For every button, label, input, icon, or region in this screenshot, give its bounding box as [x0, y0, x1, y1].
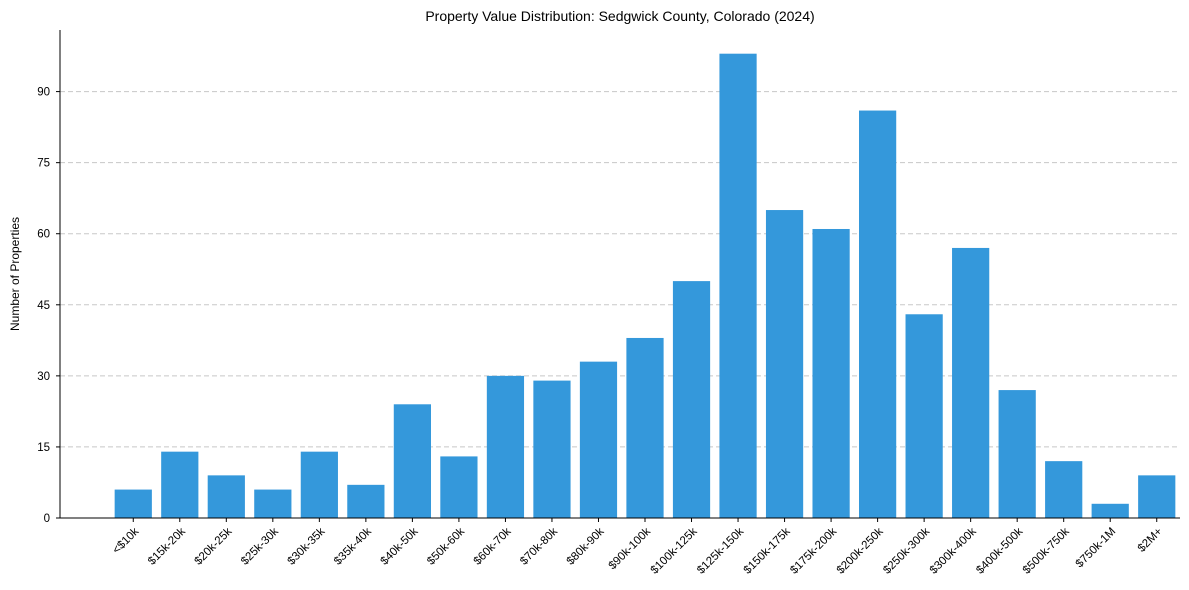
bar-13: [719, 53, 757, 518]
x-tick-label: <$10k: [111, 525, 142, 556]
x-tick-label: $100k-125k: [649, 525, 700, 576]
bar-20: [1045, 461, 1083, 518]
y-tick-label: 90: [37, 87, 50, 99]
axes: [59, 30, 1180, 519]
x-tick-label: $60k-70k: [472, 525, 514, 567]
x-tick-label: $40k-50k: [379, 525, 421, 567]
bar-3: [254, 489, 292, 518]
bar-19: [998, 390, 1036, 518]
y-ticks: 0 15 30 45 60 75 90: [37, 87, 60, 525]
bar-21: [1091, 503, 1129, 518]
x-tick-label: $20k-25k: [192, 525, 234, 567]
bar-14: [765, 210, 804, 519]
bar-17: [905, 314, 943, 518]
bar-11: [626, 337, 664, 518]
y-tick-label: 0: [44, 513, 50, 525]
x-tick-label: $175k-200k: [788, 525, 839, 576]
x-tick-label: $250k-300k: [881, 525, 932, 576]
bar-2: [207, 475, 245, 518]
x-tick-label: $300k-400k: [928, 525, 979, 576]
x-tick-label: $2M+: [1136, 525, 1165, 554]
bar-18: [952, 247, 990, 518]
gridlines: [60, 91, 1180, 448]
bar-5: [347, 484, 385, 518]
bar-8: [486, 375, 525, 518]
x-tick-label: $15k-20k: [146, 525, 188, 567]
y-tick-label: 15: [37, 442, 50, 454]
x-tick-label: $50k-60k: [425, 525, 467, 567]
bar-15: [812, 228, 850, 518]
bar-4: [300, 451, 338, 518]
x-tick-label: $35k-40k: [332, 525, 374, 567]
bar-6: [393, 404, 431, 518]
bar-0: [114, 489, 152, 518]
bar-12: [672, 281, 711, 518]
x-tick-label: $125k-150k: [695, 525, 746, 576]
x-tick-label: $750k-1M: [1074, 526, 1119, 571]
x-tick-label: $500k-750k: [1021, 525, 1072, 576]
x-tick-label: $400k-500k: [974, 525, 1025, 576]
x-tick-label: $150k-175k: [742, 525, 793, 576]
y-tick-label: 30: [37, 371, 50, 383]
y-tick-label: 45: [37, 300, 50, 312]
y-tick-label: 60: [37, 229, 50, 241]
bars: [114, 53, 1176, 519]
x-tick-label: $80k-90k: [565, 525, 607, 567]
bar-22: [1138, 475, 1176, 518]
bar-7: [440, 456, 478, 518]
bar-9: [533, 380, 571, 518]
chart-title: Property Value Distribution: Sedgwick Co…: [425, 8, 814, 24]
x-tick-label: $30k-35k: [286, 525, 328, 567]
x-ticks: <$10k $15k-20k $20k-25k $25k-30k $30k-35k $35…: [111, 518, 1165, 577]
x-tick-label: $70k-80k: [518, 525, 560, 567]
bar-16: [859, 110, 897, 518]
y-tick-label: 75: [37, 158, 50, 170]
bar-1: [161, 451, 199, 518]
x-tick-label: $200k-250k: [835, 525, 886, 576]
x-tick-label: $25k-30k: [239, 525, 281, 567]
x-tick-label: $90k-100k: [607, 525, 654, 572]
y-axis-label: Number of Properties: [8, 217, 22, 331]
bar-10: [579, 361, 618, 518]
